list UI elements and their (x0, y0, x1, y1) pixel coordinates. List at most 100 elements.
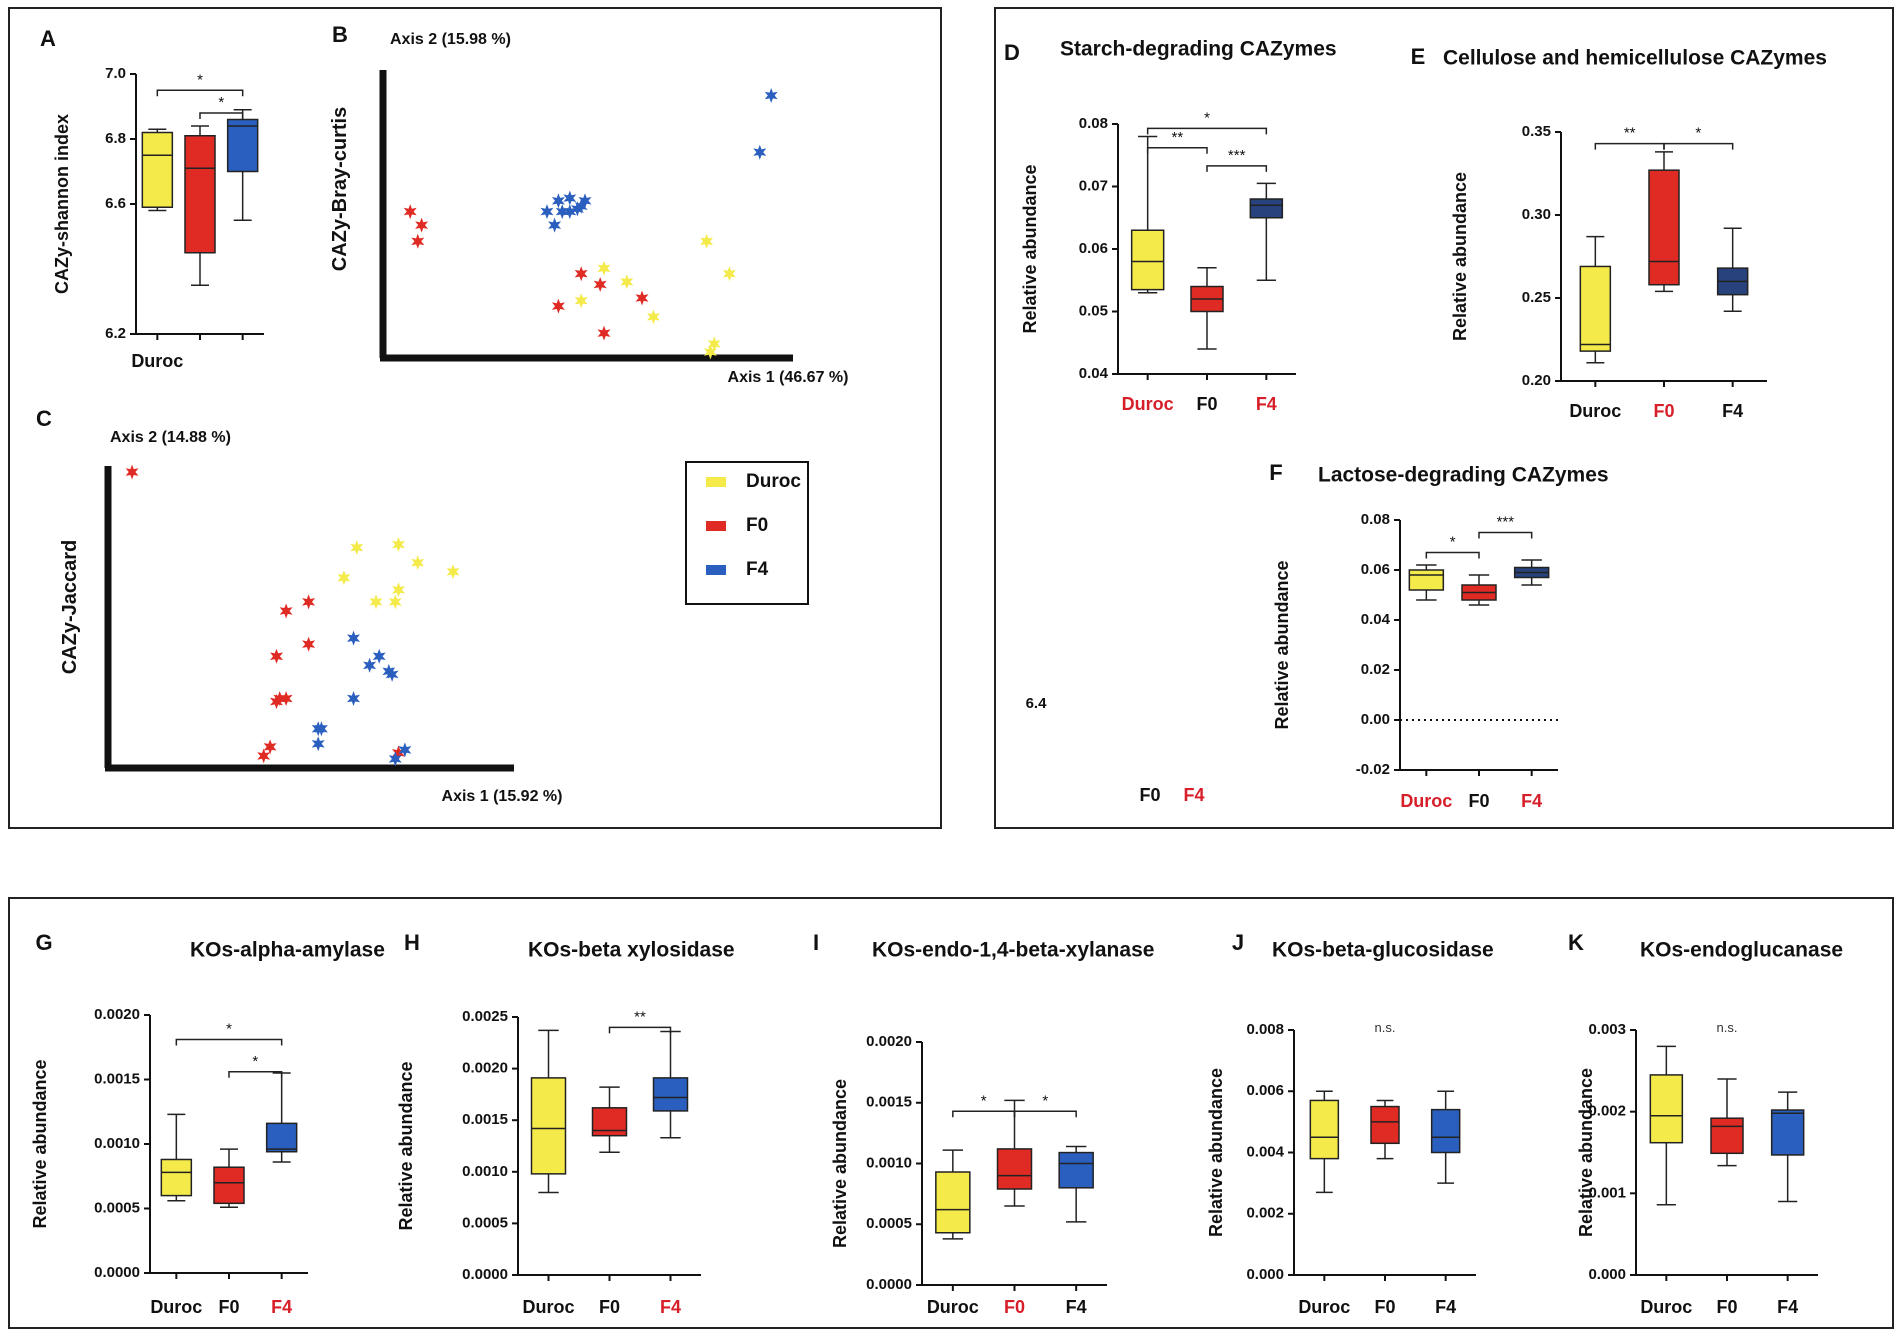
y-tick-label-G: 0.0015 (94, 1070, 140, 1087)
scatter-point-B-duroc (700, 233, 714, 249)
y-tick-label-E: 0.25 (1522, 289, 1551, 306)
y-tick-label-I: 0.0010 (866, 1154, 912, 1171)
y-tick-label-J: 0.000 (1246, 1266, 1284, 1283)
y-tick-label-D: 0.07 (1079, 177, 1108, 194)
significance-label-F: *** (1497, 514, 1515, 531)
panel-letter-B: B (332, 22, 348, 47)
panel-letter-J: J (1232, 930, 1244, 955)
scatter-point-C-f0 (270, 648, 283, 664)
scatter-point-B-duroc (722, 266, 736, 282)
scatter-point-B-f4 (548, 217, 562, 233)
y-tick-label-F: 0.06 (1361, 561, 1390, 578)
significance-label-I: * (1042, 1092, 1048, 1109)
panel-group-top-right (994, 7, 1894, 829)
y-tick-label-H: 0.0005 (462, 1214, 508, 1231)
scatter-point-C-f0 (257, 748, 271, 764)
significance-bracket-E (1594, 142, 1665, 150)
y-axis-label-J: Relative abundance (1206, 1068, 1226, 1237)
scatter-point-C-f4 (388, 751, 402, 767)
y-tick-label-D: 0.05 (1079, 302, 1108, 319)
box-E-F0 (1648, 169, 1680, 286)
box-K-F0 (1710, 1117, 1744, 1155)
y-axis-label-D: Relative abundance (1020, 164, 1040, 333)
scatter-point-B-f4 (764, 88, 778, 103)
scatter-point-C-f0 (279, 691, 293, 706)
significance-bracket-F (1425, 551, 1480, 559)
y-tick-label-J: 0.004 (1246, 1143, 1284, 1160)
significance-bracket-D (1146, 127, 1268, 135)
significance-label-G: * (252, 1053, 258, 1070)
scatter-point-C-f0 (302, 594, 316, 610)
chart-title-H: KOs-beta xylosidase (528, 939, 735, 962)
chart-title-D: Starch-degrading CAZymes (1060, 38, 1337, 61)
y-tick-label-E: 0.20 (1522, 372, 1551, 389)
panel-group-top-left (8, 7, 942, 829)
y-tick-label-A: 6.2 (105, 325, 126, 342)
y-tick-label-H: 0.0015 (462, 1111, 508, 1128)
x-tick-label-G: F4 (271, 1297, 292, 1317)
scatter-point-B-f0 (635, 290, 649, 306)
significance-bracket-G (228, 1071, 283, 1078)
scatter-point-B-duroc (707, 336, 721, 352)
x-tick-label-I: F0 (1004, 1297, 1025, 1317)
significance-bracket-I (952, 1110, 1016, 1118)
box-I-Duroc (935, 1171, 971, 1234)
significance-label-K: n.s. (1717, 1020, 1738, 1035)
scatter-point-B-f4 (574, 198, 588, 214)
panel-letter-F: F (1269, 460, 1282, 485)
scatter-point-B-duroc (646, 309, 660, 325)
y-tick-label-F: 0.00 (1361, 711, 1390, 728)
y-tick-label-D: 0.04 (1079, 365, 1109, 382)
significance-bracket-I (1013, 1110, 1077, 1118)
scatter-point-B-f0 (403, 204, 417, 220)
axis2-label-C: Axis 2 (14.88 %) (110, 429, 231, 446)
y-tick-label-J: 0.002 (1246, 1205, 1284, 1222)
box-A-group1 (184, 135, 216, 254)
y-tick-label-H: 0.0010 (462, 1163, 508, 1180)
scatter-point-C-f0 (263, 739, 277, 755)
box-I-F4 (1058, 1151, 1094, 1189)
y-tick-label-H: 0.0020 (462, 1060, 508, 1077)
y-tick-label-K: 0.003 (1588, 1021, 1626, 1038)
y-axis-label-G: Relative abundance (30, 1059, 50, 1228)
legend-swatch-duroc (706, 477, 726, 487)
box-G-Duroc (160, 1158, 193, 1197)
x-tick-label-J: F0 (1374, 1297, 1395, 1317)
chart-title-G: KOs-alpha-amylase (190, 939, 385, 962)
y-tick-label-G: 0.0010 (94, 1135, 140, 1152)
y-axis-label-I: Relative abundance (830, 1079, 850, 1248)
chart-title-I: KOs-endo-1,4-beta-xylanase (872, 939, 1154, 962)
box-D-Duroc (1130, 229, 1165, 291)
stray-label-f0: F0 (1139, 785, 1160, 805)
x-tick-label-F: F0 (1468, 791, 1489, 811)
y-tick-label-F: 0.04 (1361, 611, 1391, 628)
scatter-point-C-f4 (314, 721, 328, 737)
significance-bracket-D (1146, 147, 1208, 154)
x-tick-label-G: Duroc (150, 1297, 202, 1317)
significance-label-A: * (197, 71, 203, 88)
panel-letter-E: E (1411, 44, 1426, 69)
y-tick-label-A: 6.6 (105, 195, 126, 212)
scatter-point-B-duroc (703, 344, 717, 360)
y-axis-label-B: CAZy-Bray-curtis (329, 107, 351, 271)
scatter-point-B-f4 (563, 190, 577, 206)
significance-label-D: *** (1228, 147, 1246, 164)
box-H-Duroc (530, 1077, 567, 1175)
panel-letter-K: K (1568, 930, 1584, 955)
scatter-point-B-f4 (555, 204, 569, 220)
significance-bracket-D (1206, 165, 1268, 172)
x-tick-label-F: F4 (1521, 791, 1542, 811)
x-tick-label-H: Duroc (522, 1297, 574, 1317)
significance-bracket-H (608, 1026, 672, 1034)
y-tick-label-A: 6.8 (105, 130, 126, 147)
scatter-point-B-f4 (551, 193, 565, 209)
x-tick-label-D: F0 (1196, 394, 1217, 414)
box-J-F4 (1430, 1108, 1461, 1154)
x-tick-label-A: Duroc (131, 351, 183, 371)
scatter-point-B-f4 (563, 204, 577, 220)
y-axis-label-C: CAZy-Jaccard (59, 540, 81, 675)
box-D-F4 (1249, 198, 1284, 219)
y-tick-label-I: 0.0015 (866, 1094, 912, 1111)
x-tick-label-D: Duroc (1122, 394, 1174, 414)
